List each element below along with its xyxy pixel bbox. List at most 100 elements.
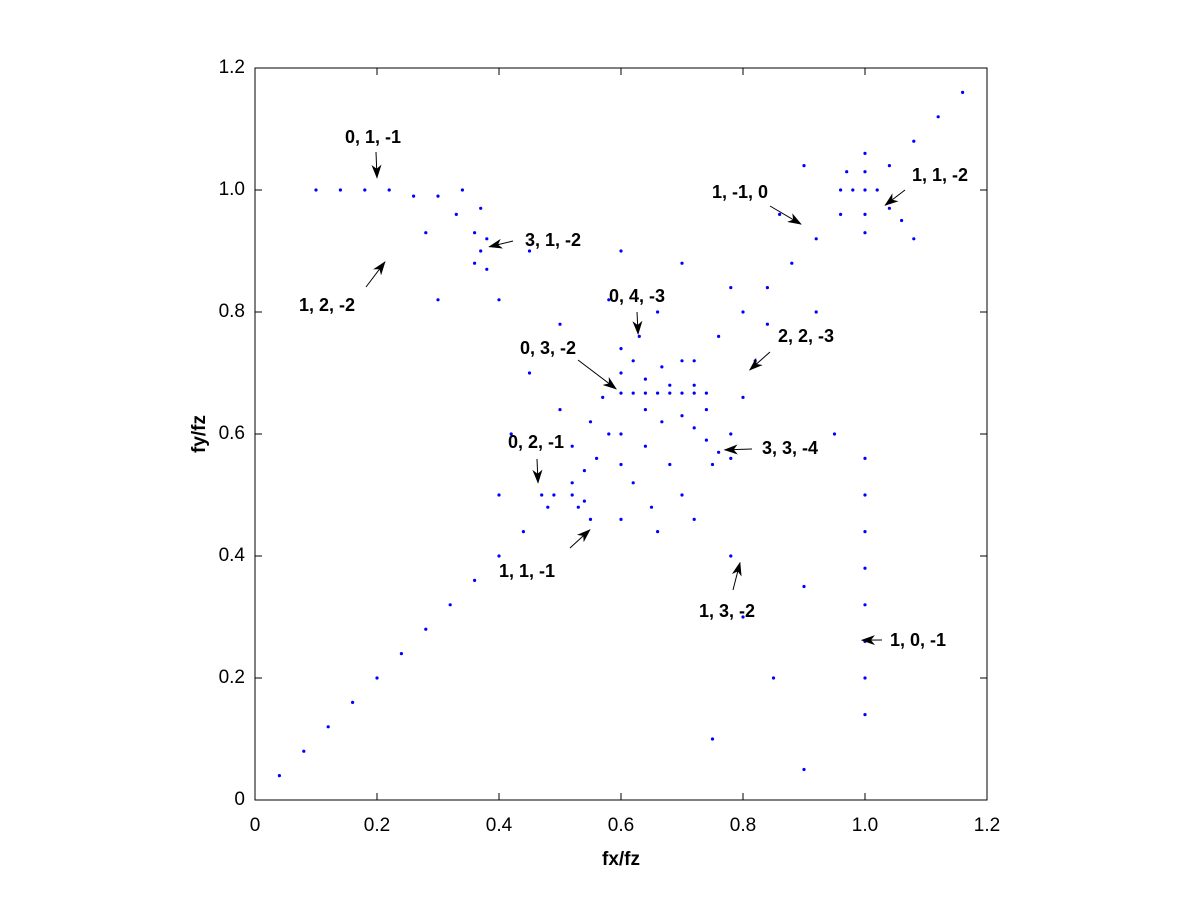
point (729, 456, 733, 460)
annotation-label: 0, 3, -2 (520, 338, 576, 358)
point (692, 391, 696, 395)
point (497, 554, 501, 558)
point (479, 249, 483, 253)
point (863, 676, 867, 680)
x-axis-label: fx/fz (602, 849, 640, 870)
point (643, 408, 648, 412)
point (552, 493, 556, 497)
annotation-arrow (371, 151, 382, 179)
annotation-label: 1, 1, -1 (499, 561, 555, 581)
point (741, 310, 745, 314)
annotation-arrow (532, 458, 543, 484)
point (631, 391, 635, 395)
annotation-arrow (632, 311, 643, 335)
point (570, 481, 574, 485)
point (961, 90, 965, 94)
point (473, 578, 477, 583)
point (729, 432, 733, 436)
point (814, 237, 818, 241)
point (680, 391, 684, 395)
point (326, 725, 330, 729)
point (863, 530, 867, 534)
annotation-label: 3, 3, -4 (762, 438, 818, 458)
point (717, 450, 721, 454)
point (302, 749, 306, 753)
point (546, 505, 550, 509)
point (668, 383, 672, 387)
point (619, 249, 623, 253)
point (863, 188, 867, 192)
annotation-label: 1, 2, -2 (299, 295, 355, 315)
point (448, 603, 452, 607)
x-tick-label: 0.4 (486, 815, 513, 836)
point (570, 444, 574, 448)
point (436, 194, 440, 198)
point (387, 188, 391, 192)
annotation-label: 0, 1, -1 (345, 127, 401, 147)
point (375, 676, 379, 680)
point (527, 371, 532, 375)
point (741, 395, 745, 399)
point (607, 432, 611, 436)
point (875, 188, 879, 192)
point (900, 218, 904, 223)
point (802, 584, 806, 589)
point (656, 530, 660, 534)
annotation-label: 1, 3, -2 (699, 601, 755, 621)
point (619, 462, 623, 467)
point (863, 713, 867, 717)
annotation-label: 2, 2, -3 (778, 326, 834, 346)
point (680, 359, 684, 363)
point (717, 334, 721, 338)
point (912, 237, 916, 241)
point (668, 391, 672, 395)
point (680, 493, 684, 497)
point (631, 481, 635, 485)
point (637, 334, 641, 338)
point (619, 371, 623, 375)
point (399, 652, 403, 656)
x-tick-label: 0 (250, 815, 261, 836)
annotation-arrow (884, 189, 906, 206)
point (887, 164, 892, 168)
point (601, 395, 605, 399)
point (436, 298, 440, 302)
point (936, 115, 940, 119)
x-tick-label: 1.0 (852, 815, 878, 836)
point (802, 164, 806, 168)
point (363, 188, 367, 192)
point (704, 408, 709, 412)
point (710, 462, 715, 467)
point (692, 383, 696, 387)
point (729, 286, 733, 290)
point (607, 298, 611, 302)
x-tick-label: 1.2 (974, 815, 1000, 836)
annotation-arrow (569, 529, 591, 549)
point (771, 676, 776, 680)
annotation-label: 0, 2, -1 (508, 432, 564, 452)
y-tick-label: 0.2 (219, 667, 245, 688)
point (643, 377, 648, 381)
point (479, 206, 483, 210)
point (851, 188, 855, 192)
point (680, 414, 684, 418)
point (753, 359, 757, 363)
point (412, 194, 416, 198)
point (814, 310, 818, 314)
point (863, 151, 867, 155)
annotation-label: 0, 4, -3 (609, 286, 665, 306)
point (619, 347, 623, 351)
point (863, 603, 867, 607)
point (741, 615, 745, 619)
point (582, 469, 587, 473)
point (668, 462, 672, 467)
annotation-label: 1, 0, -1 (890, 630, 946, 650)
point (588, 420, 593, 424)
point (660, 365, 664, 369)
point (863, 212, 867, 216)
y-tick-label: 0 (234, 789, 245, 810)
point (521, 530, 526, 534)
point (460, 188, 464, 192)
point (778, 212, 782, 216)
